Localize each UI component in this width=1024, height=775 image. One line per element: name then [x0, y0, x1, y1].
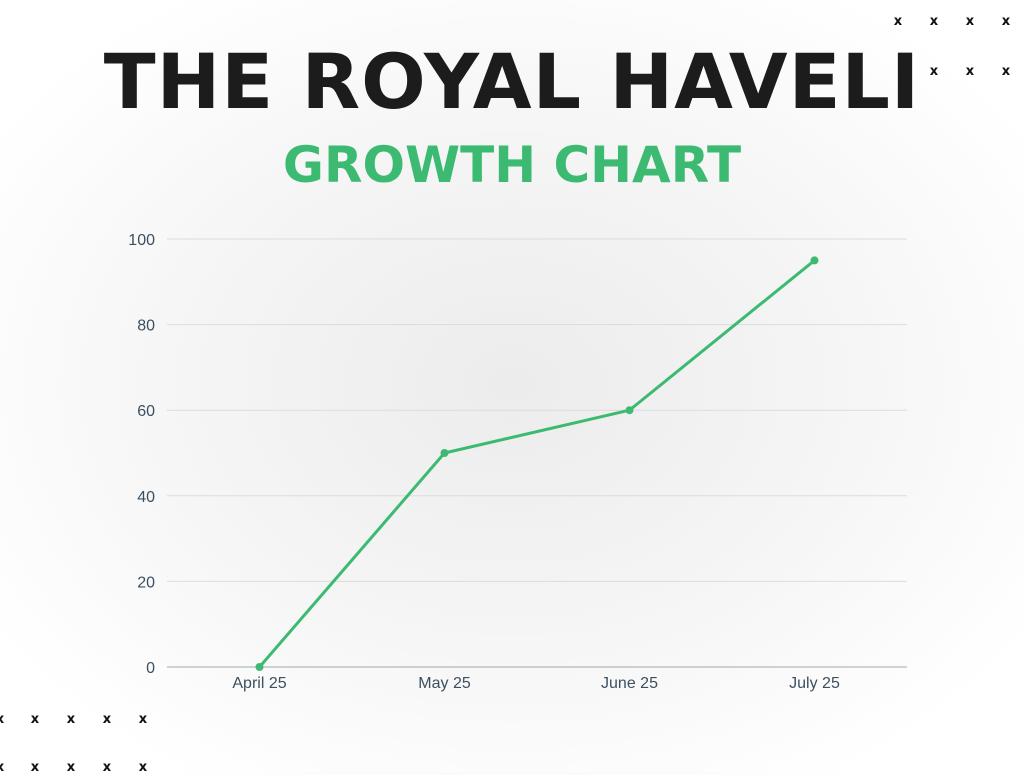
decorative-x-mark: x — [929, 64, 939, 79]
data-point — [255, 663, 264, 671]
y-tick-label: 20 — [137, 574, 155, 591]
x-tick-label: July 25 — [789, 675, 840, 692]
decorative-x-mark: x — [0, 713, 4, 727]
decorative-x-mark: x — [929, 14, 939, 29]
decorative-x-mark: x — [1001, 14, 1011, 29]
data-point — [810, 256, 819, 265]
decorative-x-mark: x — [965, 64, 975, 79]
data-points — [255, 256, 819, 671]
data-point — [625, 406, 634, 415]
decorative-x-mark: x — [66, 712, 76, 727]
decorative-x-mark: x — [30, 712, 40, 727]
tick-labels: 0 20 40 60 80 100 April 25 May 25 June 25 July 25 — [128, 232, 840, 692]
series-lines — [258, 258, 816, 669]
decorative-x-mark: x — [893, 14, 903, 29]
y-tick-label: 60 — [137, 403, 155, 420]
page-title: THE ROYAL HAVELI — [103, 37, 921, 126]
decorative-x-mark: x — [102, 712, 112, 727]
y-tick-label: 100 — [128, 232, 155, 249]
decorative-x-mark: x — [138, 712, 148, 727]
y-tick-label: 80 — [137, 318, 155, 335]
chart-subtitle: GROWTH CHART — [282, 136, 742, 194]
x-tick-label: June 25 — [601, 675, 658, 692]
data-point — [440, 449, 449, 457]
x-tick-label: April 25 — [232, 675, 286, 692]
decorative-x-mark: x — [1001, 64, 1011, 79]
series-line — [258, 258, 816, 669]
x-tick-label: May 25 — [418, 675, 471, 692]
gridlines — [167, 238, 907, 582]
y-tick-label: 40 — [137, 489, 155, 506]
y-tick-label: 0 — [146, 660, 155, 677]
decorative-x-mark: x — [965, 14, 975, 29]
